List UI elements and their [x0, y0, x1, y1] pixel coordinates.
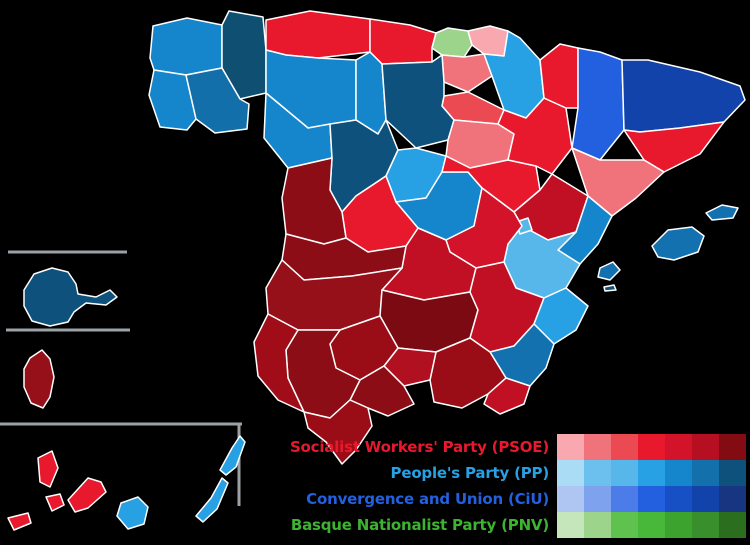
legend-swatch-ciu-2: [584, 486, 611, 512]
legend-swatch-ciu-7: [719, 486, 746, 512]
legend-swatch-pnv-1: [557, 512, 584, 538]
province-mallorca: [651, 226, 705, 261]
legend-row-psoe: Socialist Workers' Party (PSOE): [0, 434, 746, 460]
province-gomera: [45, 493, 65, 512]
legend-swatch-pp-4: [638, 460, 665, 486]
province-burgos: [381, 54, 455, 149]
party-color-legend: Socialist Workers' Party (PSOE) People's …: [0, 434, 746, 538]
legend-swatch-pp-3: [611, 460, 638, 486]
province-lapalma: [37, 450, 59, 488]
legend-swatch-ciu-4: [638, 486, 665, 512]
province-menorca: [705, 204, 739, 221]
legend-row-ciu: Convergence and Union (CiU): [0, 486, 746, 512]
province-coruna: [149, 17, 223, 76]
province-almeria: [483, 377, 531, 415]
legend-swatch-psoe-3: [611, 434, 638, 460]
legend-swatch-psoe-4: [638, 434, 665, 460]
legend-swatch-pp-1: [557, 460, 584, 486]
province-ibiza: [597, 261, 621, 281]
legend-swatch-pp-5: [665, 460, 692, 486]
legend-swatch-scale-pp: [557, 460, 746, 486]
legend-row-pnv: Basque Nationalist Party (PNV): [0, 512, 746, 538]
province-lanzarote: [219, 435, 246, 476]
province-vizcaya: [431, 27, 473, 58]
legend-row-pp: People's Party (PP): [0, 460, 746, 486]
province-alava: [441, 53, 493, 93]
province-grancanaria: [116, 496, 149, 530]
legend-swatch-ciu-6: [692, 486, 719, 512]
province-tenerife: [67, 477, 107, 513]
legend-swatch-psoe-6: [692, 434, 719, 460]
province-guadalajara: [441, 155, 541, 213]
legend-label-ciu: Convergence and Union (CiU): [306, 490, 549, 508]
legend-swatch-pp-7: [719, 460, 746, 486]
province-gipuzkoa: [467, 25, 509, 57]
province-lleida: [571, 47, 625, 161]
legend-swatch-ciu-5: [665, 486, 692, 512]
province-melilla: [23, 349, 55, 409]
legend-swatch-psoe-2: [584, 434, 611, 460]
province-fuerteventura: [195, 477, 229, 523]
legend-swatch-scale-pnv: [557, 512, 746, 538]
legend-swatch-pnv-3: [611, 512, 638, 538]
province-cadiz: [303, 399, 373, 465]
province-ceuta: [23, 267, 118, 327]
legend-swatch-pnv-4: [638, 512, 665, 538]
legend-swatch-pp-2: [584, 460, 611, 486]
legend-swatch-psoe-5: [665, 434, 692, 460]
province-asturias: [265, 10, 371, 59]
legend-swatch-pnv-5: [665, 512, 692, 538]
province-hierro: [7, 512, 32, 531]
legend-swatch-scale-psoe: [557, 434, 746, 460]
legend-swatch-pnv-2: [584, 512, 611, 538]
province-girona: [621, 59, 746, 133]
legend-label-psoe: Socialist Workers' Party (PSOE): [289, 438, 549, 456]
legend-swatch-ciu-3: [611, 486, 638, 512]
province-malaga: [349, 365, 415, 417]
legend-label-pp: People's Party (PP): [390, 464, 550, 482]
province-formentera: [603, 284, 617, 292]
legend-swatch-pnv-7: [719, 512, 746, 538]
province-cantabria: [369, 18, 437, 65]
province-huesca: [539, 43, 579, 109]
legend-swatch-psoe-7: [719, 434, 746, 460]
legend-swatch-pp-6: [692, 460, 719, 486]
legend-swatch-ciu-1: [557, 486, 584, 512]
legend-swatch-pnv-6: [692, 512, 719, 538]
legend-label-pnv: Basque Nationalist Party (PNV): [290, 516, 549, 534]
legend-swatch-psoe-1: [557, 434, 584, 460]
legend-swatch-scale-ciu: [557, 486, 746, 512]
province-ourense: [185, 67, 250, 134]
